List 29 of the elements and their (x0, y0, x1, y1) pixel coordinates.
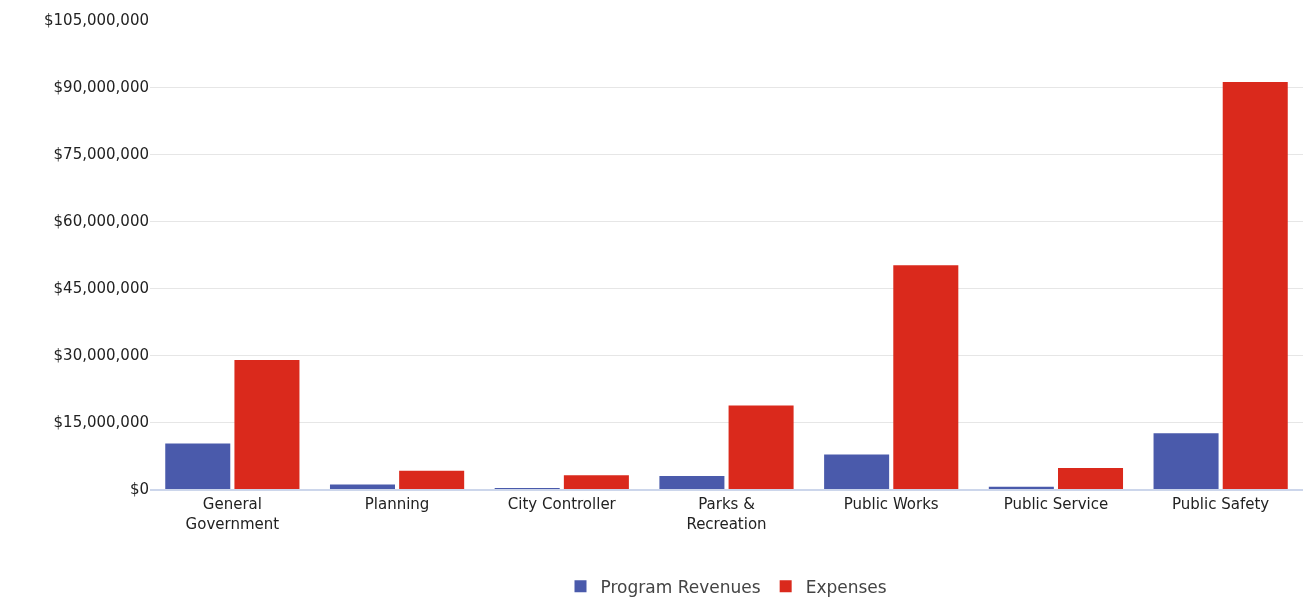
x-tick-label: Planning (364, 495, 430, 513)
y-tick-label: $105,000,000 (44, 11, 149, 30)
bar (728, 405, 794, 489)
y-tick-label: $60,000,000 (53, 212, 149, 231)
x-tick-label: Public Works (843, 495, 939, 513)
bar (988, 486, 1054, 489)
y-tick-label: $15,000,000 (53, 413, 149, 432)
y-tick-label: $90,000,000 (53, 78, 149, 97)
y-tick-label: $45,000,000 (53, 279, 149, 298)
bar (234, 359, 300, 489)
bar (659, 476, 725, 489)
bar (165, 443, 231, 489)
legend-label: Expenses (805, 576, 887, 597)
bar (563, 475, 629, 489)
bar (1058, 468, 1124, 489)
bar (824, 454, 890, 489)
y-tick-label: $30,000,000 (53, 346, 149, 365)
x-tick-label: Public Safety (1172, 495, 1270, 513)
x-tick-label: Public Service (1003, 495, 1109, 513)
y-tick-label: $0 (129, 480, 149, 499)
bar (893, 265, 959, 489)
x-tick-label: General Government (185, 495, 280, 533)
bar (1153, 433, 1219, 489)
x-tick-label: Parks & Recreation (686, 495, 767, 533)
bar (1222, 82, 1288, 489)
bar (399, 470, 465, 489)
x-tick-label: City Controller (507, 495, 617, 513)
legend-label: Program Revenues (600, 576, 761, 597)
y-tick-label: $75,000,000 (53, 145, 149, 164)
